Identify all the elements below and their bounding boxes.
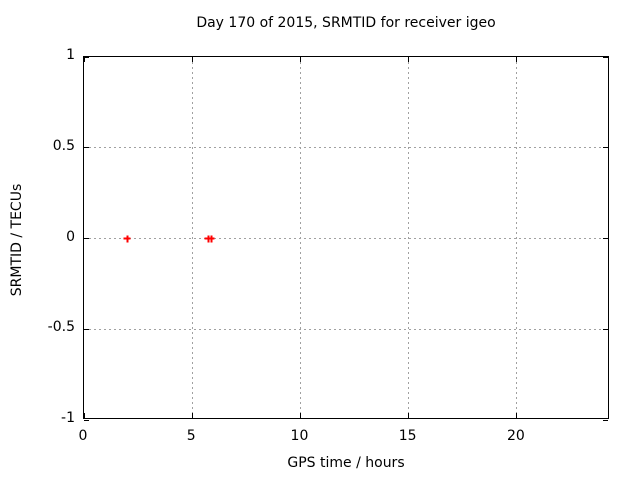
x-tick-bottom [83, 413, 85, 418]
plus-marker-vbar [210, 235, 213, 242]
x-tick-top [299, 57, 301, 62]
y-tick-left [84, 238, 89, 239]
y-tick-label: 0.5 [52, 137, 75, 154]
y-tick-label: -1 [61, 410, 75, 426]
x-tick-label: 0 [78, 428, 88, 444]
x-gridline [516, 57, 518, 418]
x-gridline [299, 57, 301, 418]
x-tick-top [191, 57, 193, 62]
plus-marker-vbar [126, 235, 129, 242]
x-gridline [191, 57, 193, 418]
y-tick-right [603, 328, 608, 330]
y-gridline [84, 238, 608, 239]
x-tick-bottom [191, 413, 193, 418]
x-tick-top [83, 57, 85, 62]
y-gridline [84, 328, 608, 330]
x-gridline [408, 57, 410, 418]
data-point [123, 235, 131, 242]
y-tick-label: -0.5 [47, 319, 75, 336]
x-tick-label: 15 [398, 428, 417, 444]
x-axis-label: GPS time / hours [287, 455, 405, 471]
x-tick-label: 10 [290, 428, 309, 444]
data-point [207, 235, 215, 242]
x-tick-top [408, 57, 410, 62]
chart-title: Day 170 of 2015, SRMTID for receiver ige… [196, 15, 496, 31]
plot-area [83, 56, 609, 421]
x-tick-bottom [299, 413, 301, 418]
y-tick-label: 1 [66, 47, 75, 63]
x-tick-label: 5 [186, 428, 196, 444]
y-tick-left [84, 419, 89, 421]
y-tick-right [603, 238, 608, 239]
x-tick-top [516, 57, 518, 62]
y-gridline [84, 147, 608, 149]
y-tick-right [603, 147, 608, 149]
y-tick-left [84, 328, 89, 330]
x-tick-bottom [516, 413, 518, 418]
y-tick-right [603, 56, 608, 58]
y-tick-left [84, 56, 89, 58]
y-tick-label: 0 [66, 228, 75, 245]
x-tick-bottom [408, 413, 410, 418]
x-tick-label: 20 [506, 428, 525, 444]
y-tick-right [603, 419, 608, 421]
y-tick-left [84, 147, 89, 149]
